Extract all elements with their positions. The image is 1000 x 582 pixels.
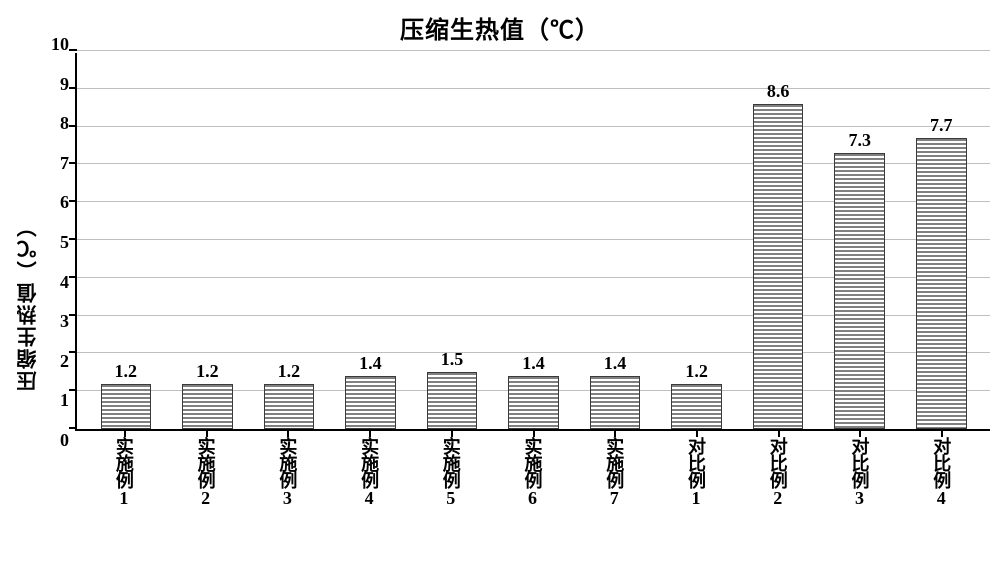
y-tickmark [69, 125, 77, 127]
x-axis-category-label: 对比例3 [846, 437, 872, 507]
x-tickmark [696, 431, 698, 437]
bar [753, 104, 804, 429]
bar-value-label: 1.2 [685, 361, 708, 384]
x-tickmark [451, 431, 453, 437]
x-label-slot: 实施例6 [492, 437, 574, 507]
y-tickmark [69, 276, 77, 278]
bar [508, 376, 559, 429]
bar-slot: 7.7 [900, 53, 982, 429]
x-tickmark [124, 431, 126, 437]
bar-fill [672, 385, 721, 428]
bar-slot: 1.4 [330, 53, 412, 429]
bar-fill [183, 385, 232, 428]
bar [916, 138, 967, 429]
bar-value-label: 8.6 [767, 81, 790, 104]
x-axis-category-label: 对比例1 [683, 437, 709, 507]
x-label-slot: 实施例1 [83, 437, 165, 507]
bar-value-label: 1.2 [196, 361, 219, 384]
x-label-slot: 对比例4 [900, 437, 982, 507]
bar-fill [591, 377, 640, 428]
y-tickmark [69, 87, 77, 89]
y-tickmark [69, 200, 77, 202]
bar-fill [917, 139, 966, 428]
bar-value-label: 1.2 [115, 361, 138, 384]
bar-fill [835, 154, 884, 428]
x-label-slot: 对比例2 [737, 437, 819, 507]
bar [345, 376, 396, 429]
bar [101, 384, 152, 429]
y-axis-ticks: 0 1 2 3 4 5 6 7 8 9 10 [47, 44, 75, 440]
bar-slot: 1.4 [574, 53, 656, 429]
bar-value-label: 1.4 [604, 353, 627, 376]
y-tickmark [69, 427, 77, 429]
y-tickmark [69, 49, 77, 51]
x-axis-category-label: 实施例2 [193, 437, 219, 507]
bar-fill [346, 377, 395, 428]
x-tickmark [778, 431, 780, 437]
bar-fill [754, 105, 803, 428]
x-tickmark [206, 431, 208, 437]
bar-fill [102, 385, 151, 428]
bar-value-label: 7.7 [930, 115, 953, 138]
bar-value-label: 1.4 [522, 353, 545, 376]
y-tickmark [69, 314, 77, 316]
x-tickmark [614, 431, 616, 437]
bar-slot: 7.3 [819, 53, 901, 429]
bar-value-label: 7.3 [848, 130, 871, 153]
bar-value-label: 1.5 [441, 349, 464, 372]
x-tickmark [533, 431, 535, 437]
x-axis-category-label: 实施例6 [520, 437, 546, 507]
x-label-slot: 实施例2 [165, 437, 247, 507]
x-tickmark [859, 431, 861, 437]
chart-body: 压缩生热值（℃） 0 1 2 3 4 5 6 7 8 9 10 1.21.21.… [10, 53, 990, 553]
y-tickmark [69, 238, 77, 240]
bar [590, 376, 641, 429]
bar [182, 384, 233, 429]
x-tickmark [369, 431, 371, 437]
x-axis-category-label: 实施例1 [111, 437, 137, 507]
x-axis-category-label: 对比例4 [928, 437, 954, 507]
bar-fill [265, 385, 314, 428]
plot-area: 1.2 1.2 1.2 1.4 1.5 1.4 1.4 1.2 8.6 7.3 7.7 [75, 53, 990, 431]
x-axis-category-label: 实施例4 [356, 437, 382, 507]
bar-value-label: 1.2 [278, 361, 301, 384]
x-label-slot: 实施例7 [573, 437, 655, 507]
x-axis-category-label: 对比例2 [765, 437, 791, 507]
bar-slot: 1.5 [411, 53, 493, 429]
x-axis-category-label: 实施例5 [438, 437, 464, 507]
bar-slot: 1.4 [493, 53, 575, 429]
x-label-slot: 实施例3 [246, 437, 328, 507]
bar-slot: 1.2 [167, 53, 249, 429]
y-tickmark [69, 351, 77, 353]
compression-heat-chart: 压缩生热值（℃） 压缩生热值（℃） 0 1 2 3 4 5 6 7 8 9 10… [10, 10, 990, 572]
x-axis-category-label: 实施例3 [274, 437, 300, 507]
y-tickmark [69, 162, 77, 164]
bar-slot: 1.2 [248, 53, 330, 429]
x-tickmark [941, 431, 943, 437]
bar [264, 384, 315, 429]
x-axis-labels: 实施例1 实施例2 实施例3 实施例4 实施例5 实施例6 实施例7 对比例1 对比例2 对比例3… [75, 437, 990, 507]
bar-slot: 8.6 [737, 53, 819, 429]
chart-title: 压缩生热值（℃） [10, 10, 990, 45]
x-label-slot: 实施例5 [410, 437, 492, 507]
bar [671, 384, 722, 429]
x-axis-category-label: 实施例7 [601, 437, 627, 507]
bar [427, 372, 478, 429]
bar-slot: 1.2 [85, 53, 167, 429]
bar-fill [428, 373, 477, 428]
bar-fill [509, 377, 558, 428]
bar-value-label: 1.4 [359, 353, 382, 376]
y-tickmark [69, 389, 77, 391]
x-label-slot: 对比例1 [655, 437, 737, 507]
x-label-slot: 对比例3 [819, 437, 901, 507]
bar-slot: 1.2 [656, 53, 738, 429]
bar [834, 153, 885, 429]
x-tickmark [287, 431, 289, 437]
x-label-slot: 实施例4 [328, 437, 410, 507]
grid-line [77, 50, 990, 51]
y-axis-label: 压缩生热值（℃） [10, 53, 47, 553]
